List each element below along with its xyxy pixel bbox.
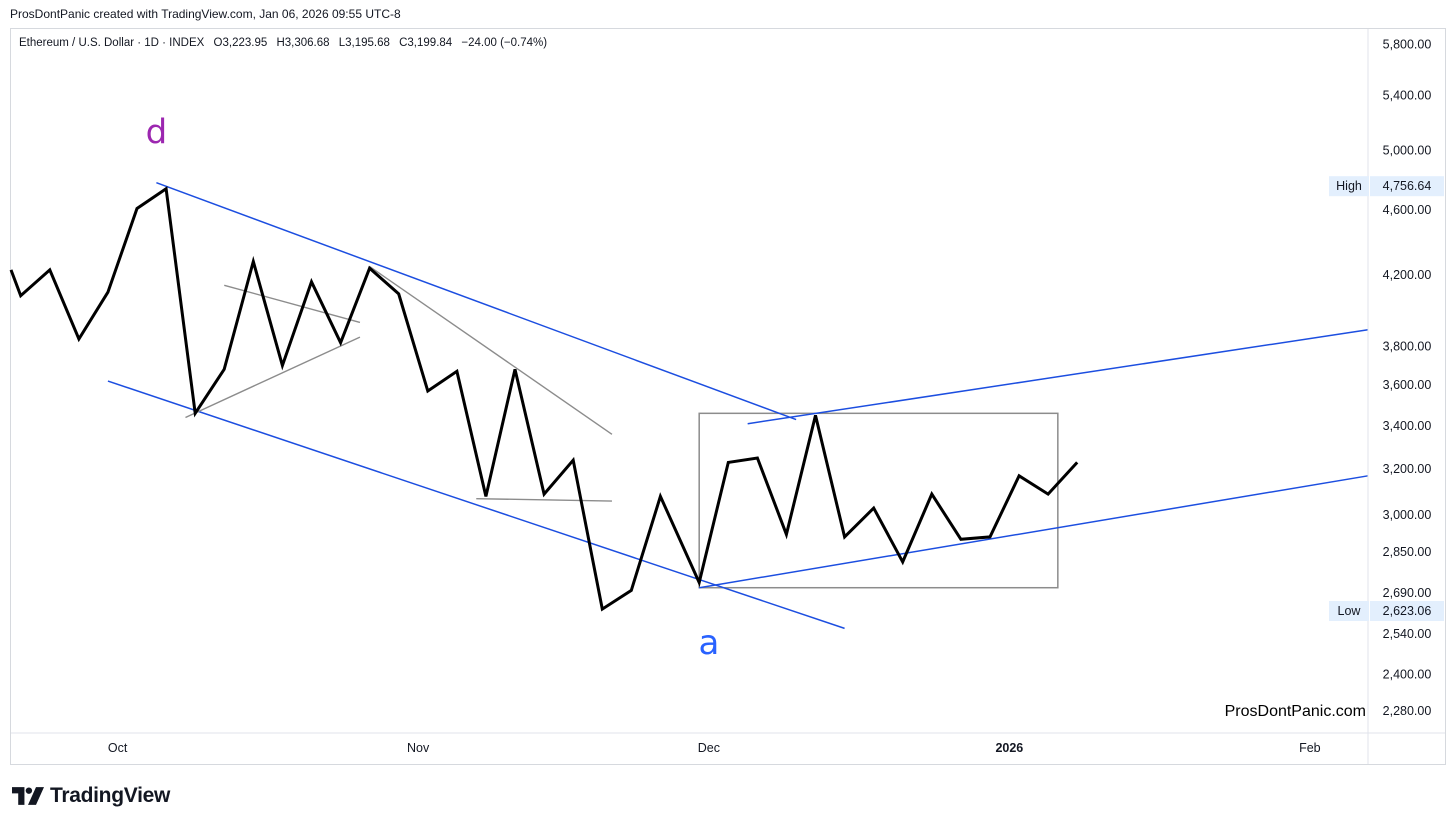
open-value: O3,223.95 — [213, 37, 268, 49]
drawing-layer — [107, 181, 1369, 630]
wave-label: a — [698, 623, 719, 663]
price-tick-label: 5,400.00 — [1383, 89, 1432, 103]
price-line-layer — [9, 186, 1079, 612]
close-value: C3,199.84 — [399, 37, 453, 49]
price-label-value: 4,756.64 — [1383, 179, 1432, 193]
price-axis[interactable]: 5,800.00 5,400.00 5,000.00 4,600.00 4,200.00… — [1329, 29, 1444, 764]
price-label-tag: High — [1336, 179, 1362, 193]
price-tick-label: 3,600.00 — [1383, 378, 1432, 392]
price-tick-label: 5,000.00 — [1383, 144, 1432, 158]
price-tick-label: 3,000.00 — [1383, 508, 1432, 522]
time-tick-label: Dec — [698, 741, 720, 755]
price-label-tag: Low — [1338, 604, 1362, 618]
price-label-value: 2,623.06 — [1383, 604, 1432, 618]
annotation-layer: da — [146, 112, 720, 662]
high-value: H3,306.68 — [276, 37, 330, 49]
price-line — [9, 186, 1079, 612]
low-value: L3,195.68 — [338, 37, 390, 49]
price-tick-label: 4,600.00 — [1383, 203, 1432, 217]
price-tick-label: 3,200.00 — [1383, 462, 1432, 476]
channel-trendline — [156, 181, 797, 421]
wave-label: d — [146, 112, 168, 152]
time-tick-label: Nov — [407, 741, 430, 755]
price-tick-label: 2,400.00 — [1383, 667, 1432, 681]
time-axis[interactable]: Oct Nov Dec 2026 Feb — [11, 732, 1445, 755]
watermark-text: ProsDontPanic.com — [1224, 703, 1366, 720]
symbol-name: Ethereum / U.S. Dollar · 1D · INDEX — [19, 37, 205, 49]
tradingview-logo[interactable]: TradingView — [12, 784, 170, 808]
price-tick-label: 2,690.00 — [1383, 586, 1432, 600]
price-tick-label: 2,280.00 — [1383, 704, 1432, 718]
channel-trendline — [699, 475, 1369, 589]
symbol-legend: Ethereum / U.S. Dollar · 1D · INDEX O3,2… — [19, 37, 553, 49]
time-tick-label: Oct — [108, 741, 128, 755]
price-tick-label: 2,540.00 — [1383, 627, 1432, 641]
price-label-tag-bg — [1329, 176, 1369, 197]
price-label-tag-bg — [1329, 600, 1369, 621]
price-label-value-bg — [1370, 600, 1444, 621]
time-tick-label: Feb — [1299, 741, 1321, 755]
pattern-trendline — [185, 336, 361, 419]
channel-trendline — [747, 328, 1369, 425]
chart-caption: ProsDontPanic created with TradingView.c… — [10, 7, 401, 21]
price-tick-label: 3,400.00 — [1383, 419, 1432, 433]
channel-trendline — [107, 380, 845, 630]
price-tick-label: 3,800.00 — [1383, 339, 1432, 353]
consolidation-box — [698, 412, 1059, 589]
tradingview-logo-icon — [12, 787, 44, 805]
change-value: −24.00 (−0.74%) — [461, 37, 548, 49]
pattern-trendline — [369, 265, 613, 435]
time-tick-label: 2026 — [995, 741, 1023, 755]
price-tick-label: 5,800.00 — [1383, 38, 1432, 52]
price-tick-label: 4,200.00 — [1383, 268, 1432, 282]
tradingview-logo-text: TradingView — [50, 784, 171, 807]
pattern-trendline — [224, 284, 361, 324]
pattern-trendline — [476, 497, 612, 502]
chart-frame — [10, 28, 1446, 765]
price-tick-label: 2,850.00 — [1383, 545, 1432, 559]
price-label-value-bg — [1370, 176, 1444, 197]
